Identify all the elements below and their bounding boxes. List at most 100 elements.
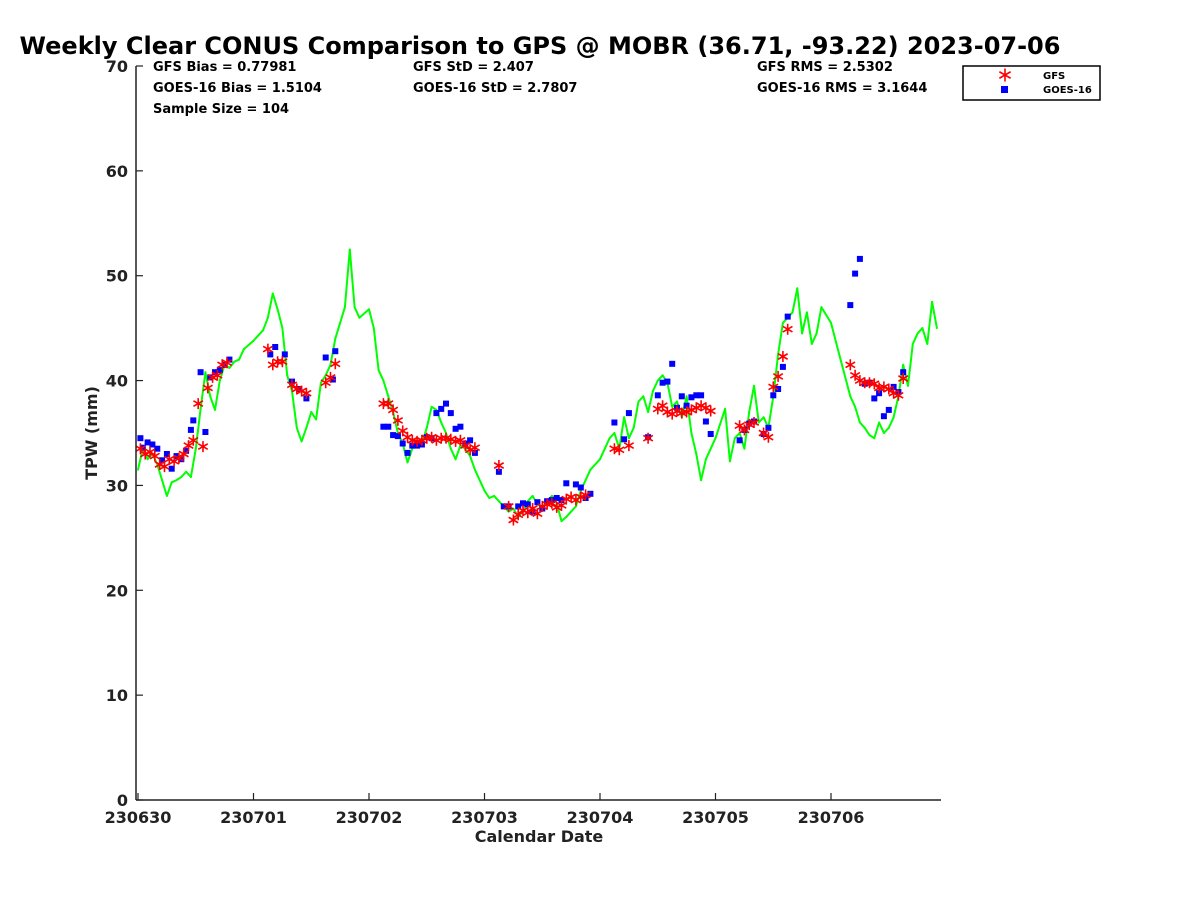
- goes16-point: [380, 423, 387, 430]
- gfs-point: [522, 507, 533, 519]
- gps-line-segment: [839, 358, 852, 398]
- y-tick-label: 40: [106, 372, 128, 391]
- gfs-point: [301, 387, 312, 399]
- y-tick-label: 20: [106, 581, 128, 600]
- gfs-point: [455, 434, 466, 446]
- gfs-point: [277, 356, 288, 368]
- goes16-rms-stat: GOES-16 RMS = 3.1644: [757, 81, 927, 96]
- goes16-point: [664, 378, 671, 385]
- y-axis-label: TPW (mm): [82, 386, 101, 480]
- gfs-point: [202, 382, 213, 394]
- gps-line-segment: [791, 287, 799, 314]
- goes16-point: [520, 500, 526, 507]
- goes16-point: [621, 436, 628, 443]
- gps-line-segment: [858, 421, 866, 429]
- gps-line-segment: [276, 308, 284, 330]
- goes16-point: [267, 351, 274, 358]
- goes16-point: [524, 501, 531, 508]
- goes16-points-layer: [137, 255, 907, 515]
- gps-line-segment: [854, 405, 861, 424]
- gps-line-segment: [161, 479, 168, 497]
- gfs-point: [768, 381, 779, 393]
- gps-line-segment: [632, 400, 640, 429]
- gps-line-segment: [454, 444, 462, 461]
- gps-line-segment: [627, 426, 635, 440]
- gfs-point: [705, 405, 716, 417]
- gps-line-segment: [565, 510, 573, 518]
- goes16-point: [447, 410, 454, 417]
- gfs-point: [460, 440, 471, 452]
- x-tick-label: 230704: [567, 808, 634, 827]
- gfs-point: [197, 441, 209, 453]
- gps-line-segment: [623, 416, 630, 440]
- y-tick-label: 0: [117, 791, 128, 810]
- gfs-point: [739, 424, 750, 436]
- gps-line-segment: [358, 308, 370, 319]
- gps-line-segment: [801, 311, 808, 335]
- chart-title: Weekly Clear CONUS Comparison to GPS @ M…: [20, 32, 1061, 60]
- y-tick-label: 10: [106, 686, 128, 705]
- gps-line-segment: [315, 381, 322, 421]
- gps-line-segment: [165, 481, 173, 497]
- gps-line-segment: [830, 321, 842, 361]
- gps-line-segment: [242, 339, 255, 351]
- gps-line-segment: [305, 411, 313, 429]
- gfs-point: [893, 389, 904, 401]
- gfs-point: [546, 497, 558, 509]
- goes16-point: [534, 499, 541, 506]
- gfs-point: [159, 461, 170, 473]
- gfs-rms-stat: GFS RMS = 2.5302: [757, 60, 893, 75]
- gfs-point: [135, 443, 146, 455]
- goes16-point: [433, 410, 440, 417]
- goes16-point: [900, 369, 907, 376]
- gps-line-segment: [469, 455, 476, 471]
- goes16-point: [322, 354, 329, 361]
- goes16-point: [467, 437, 474, 444]
- gps-line-segment: [757, 416, 765, 424]
- gfs-point: [849, 369, 861, 381]
- goes16-point: [154, 445, 161, 452]
- goes16-point: [390, 432, 397, 439]
- goes16-point: [226, 356, 233, 363]
- gfs-point: [869, 378, 880, 390]
- gps-line-segment: [493, 494, 500, 503]
- gps-line-segment: [334, 321, 342, 340]
- goes16-std-stat: GOES-16 StD = 2.7807: [413, 81, 577, 96]
- goes16-point: [847, 302, 854, 309]
- goes16-point: [272, 344, 279, 350]
- gfs-point: [325, 371, 336, 383]
- goes16-point: [163, 451, 170, 457]
- gfs-point: [748, 417, 760, 428]
- goes16-point: [281, 351, 288, 358]
- gps-line-segment: [156, 463, 164, 482]
- gps-line-segment: [767, 395, 775, 429]
- goes16-point: [587, 490, 594, 497]
- goes16-point: [736, 437, 743, 444]
- y-tick-label: 60: [106, 162, 128, 181]
- gps-line-segment: [748, 384, 755, 413]
- gfs-point: [772, 370, 784, 382]
- gfs-point: [508, 514, 519, 526]
- gps-line-segment: [262, 316, 269, 332]
- gps-line-segment: [815, 306, 823, 335]
- gps-line-segment: [887, 416, 895, 429]
- gps-line-segment: [666, 381, 674, 408]
- gps-line-segment: [926, 300, 934, 345]
- gps-line-segment: [796, 287, 804, 335]
- gfs-point: [883, 383, 894, 395]
- gps-line-segment: [343, 248, 351, 309]
- gps-line-segment: [570, 505, 577, 513]
- goes16-point: [443, 400, 449, 407]
- gfs-point: [614, 444, 625, 456]
- gfs-point: [845, 359, 856, 371]
- gps-line-segment: [266, 292, 274, 319]
- goes16-point: [212, 369, 218, 376]
- gfs-point: [777, 351, 789, 362]
- gps-line-segment: [473, 468, 486, 492]
- gps-line-segment: [382, 379, 390, 398]
- goes16-point: [515, 503, 522, 510]
- goes16-point: [654, 392, 661, 399]
- goes16-point: [765, 424, 772, 431]
- gfs-point: [782, 323, 793, 335]
